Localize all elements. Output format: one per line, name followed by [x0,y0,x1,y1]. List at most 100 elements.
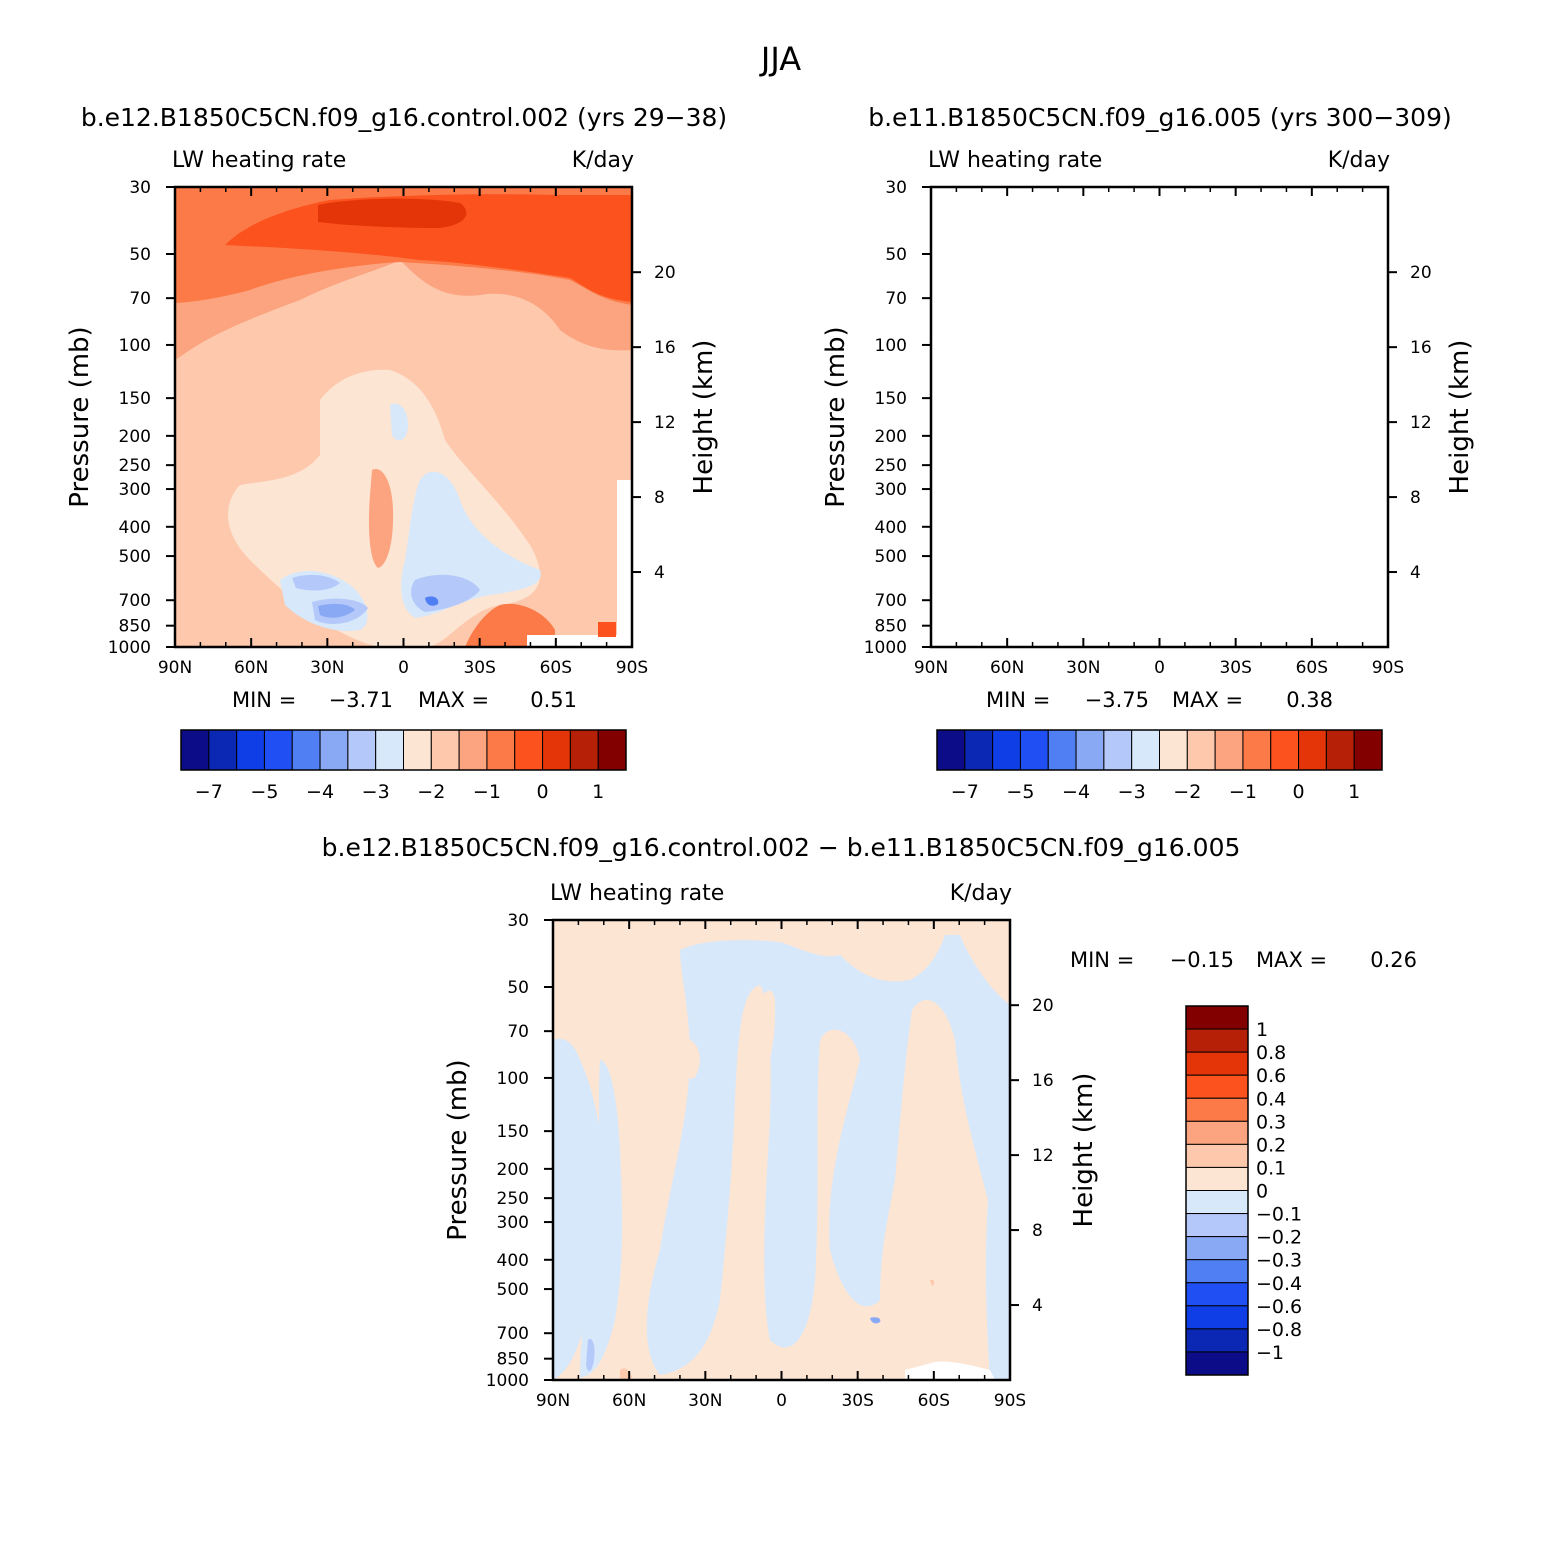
colorbar-box [263,729,293,771]
colorbar-frame [1185,1005,1249,1376]
y-tick-label: 200 [875,427,907,447]
colorbar-box [1185,1074,1249,1099]
colorbar-box [1185,1120,1249,1145]
min-value: −0.15 [1170,948,1234,972]
height-tick-label: 4 [1032,1296,1043,1316]
units-label: K/day [1328,148,1390,173]
colorbar-label: −0.2 [1256,1227,1302,1249]
y-tick-label: 70 [885,289,907,309]
colorbar-label: −1 [473,781,501,803]
colorbar-label: 0.2 [1256,1134,1286,1156]
x-tick-label: 90N [158,658,192,678]
y-tick-label: 250 [119,456,151,476]
y-tick-label: 250 [875,456,907,476]
height-tick-label: 20 [1410,263,1432,283]
panel-title: b.e12.B1850C5CN.f09_g16.control.002 (yrs… [81,103,727,132]
panel-title: b.e11.B1850C5CN.f09_g16.005 (yrs 300−309… [868,103,1452,132]
colorbar-box [1185,1143,1249,1168]
y-tick-label: 200 [497,1160,529,1180]
colorbar-label: 0 [1256,1181,1268,1203]
colorbar-box [1047,729,1077,771]
colorbar-box [375,729,404,771]
y-tick-label: 30 [507,911,529,931]
axis-ticks: 90N 60N 30N 0 30S 60S 90S 30 50 70 100 150 200 250 300… [108,178,676,678]
max-value: 0.51 [530,688,577,712]
height-tick-label: 4 [654,563,665,583]
colorbar-frame [180,729,627,771]
panel-difference: b.e12.B1850C5CN.f09_g16.control.002 − b.… [322,833,1417,1411]
max-value: 0.38 [1286,688,1333,712]
colorbar-box [1159,729,1188,771]
y-tick-label: 400 [875,518,907,538]
colorbar-label: −1 [1256,1342,1284,1364]
colorbar-label: −0.8 [1256,1319,1302,1341]
y-axis-label: Pressure (mb) [821,326,851,507]
x-tick-label: 90S [994,1391,1026,1411]
x-tick-label: 0 [1154,658,1165,678]
colorbar-label: 0.1 [1256,1157,1286,1179]
y-tick-label: 400 [119,518,151,538]
contour-field [175,187,632,647]
min-text: MIN = [986,688,1050,712]
height-tick-label: 16 [654,338,676,358]
colorbar-box [1185,1028,1249,1053]
colorbar-box [1075,729,1105,771]
x-tick-label: 30N [1066,658,1100,678]
colorbar-label: −3 [362,781,390,803]
x-tick-label: 60N [612,1391,646,1411]
colorbar-label: −5 [1006,781,1034,803]
height-tick-label: 16 [1032,1071,1054,1091]
x-tick-label: 90S [1372,658,1404,678]
x-tick-label: 30S [1219,658,1251,678]
x-tick-label: 60S [540,658,572,678]
y2-axis-label: Height (km) [1069,1073,1099,1228]
y-tick-label: 50 [129,245,151,265]
colorbar-label: 0.8 [1256,1042,1286,1064]
colorbar-box [1325,729,1355,771]
colorbar-label: −2 [1173,781,1201,803]
y-tick-label: 200 [119,427,151,447]
height-tick-label: 8 [654,488,665,508]
colorbar-box [1214,729,1244,771]
y-tick-label: 1000 [108,638,151,658]
colorbar-box [1185,1282,1249,1307]
figure-title: JJA [759,40,801,78]
x-tick-label: 90S [616,658,648,678]
colorbar-box [1242,729,1272,771]
colorbar-box [1019,729,1049,771]
units-label: K/day [950,881,1012,906]
variable-label: LW heating rate [172,148,346,173]
x-tick-label: 60S [918,1391,950,1411]
colorbar-label: −0.1 [1256,1204,1302,1226]
colorbar: −7 −5 −4 −3 −2 −1 0 1 [180,729,627,803]
y-tick-label: 30 [885,178,907,198]
height-tick-label: 12 [1032,1146,1054,1166]
colorbar-label: 0 [1293,781,1305,803]
colorbar-box [1353,729,1383,771]
colorbar-box [180,729,210,771]
y-tick-label: 100 [497,1069,529,1089]
colorbar-box [569,729,599,771]
height-tick-label: 20 [1032,996,1054,1016]
colorbar-label: −2 [417,781,445,803]
y-tick-label: 500 [875,547,907,567]
colorbar-label: 1 [592,781,604,803]
x-tick-label: 0 [398,658,409,678]
contour-field [553,920,1010,1380]
colorbar-box [1185,1259,1249,1284]
colorbar-box [542,729,571,771]
x-tick-label: 30S [463,658,495,678]
height-tick-label: 8 [1410,488,1421,508]
y-tick-label: 250 [497,1189,529,1209]
x-tick-label: 30N [310,658,344,678]
max-text: MAX = [1256,948,1327,972]
colorbar-label: 1 [1256,1019,1268,1041]
colorbar-box [1185,1051,1249,1076]
colorbar-box [430,729,460,771]
panel-title: b.e12.B1850C5CN.f09_g16.control.002 − b.… [322,833,1241,862]
colorbar-box [1185,1328,1249,1353]
colorbar-box [347,729,377,771]
colorbar-box [992,729,1021,771]
max-text: MAX = [1172,688,1243,712]
panel-control: b.e12.B1850C5CN.f09_g16.control.002 (yrs… [65,103,727,803]
